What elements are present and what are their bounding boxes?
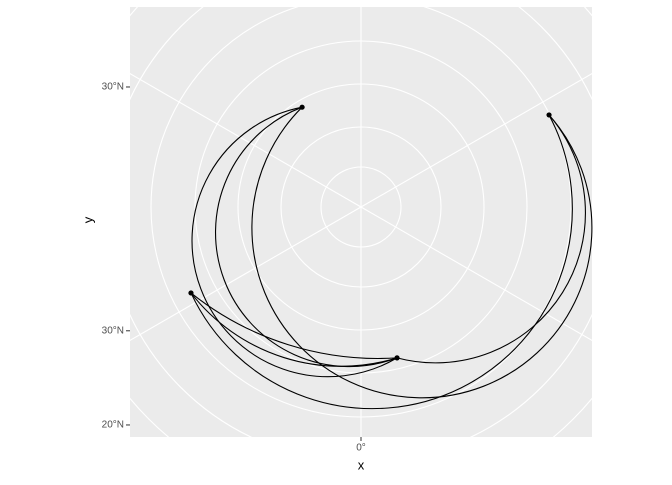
point — [394, 355, 400, 361]
x-tick-label: 0° — [356, 443, 366, 454]
edge — [190, 292, 398, 367]
edge — [190, 114, 573, 410]
edge — [396, 114, 586, 364]
x-axis-title: x — [358, 457, 365, 472]
edge — [214, 106, 398, 368]
point — [188, 290, 194, 296]
edge — [251, 106, 593, 399]
y-tick-label: 20°N — [102, 420, 124, 431]
edge — [190, 292, 398, 359]
edge — [191, 106, 398, 378]
point — [546, 112, 552, 118]
point — [299, 104, 305, 110]
y-tick-label: 30°N — [102, 82, 124, 93]
y-tick-label: 30°N — [102, 325, 124, 336]
y-axis-title: y — [80, 216, 95, 223]
